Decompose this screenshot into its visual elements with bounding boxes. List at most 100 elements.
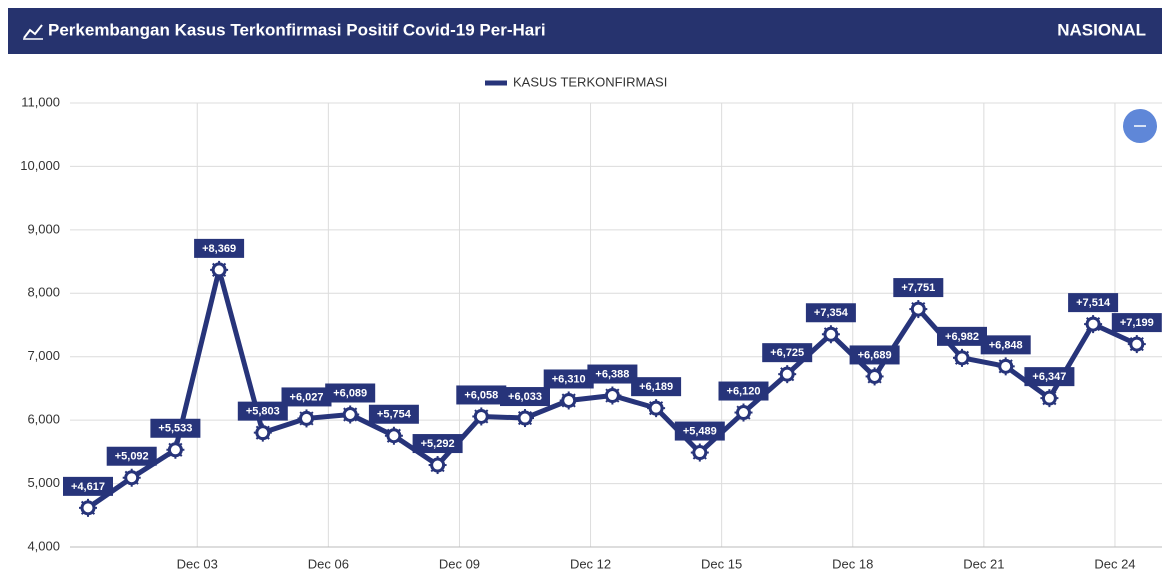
marker [559,391,578,410]
marker [210,260,229,279]
value-label: +5,292 [421,438,455,450]
marker-body [299,410,314,426]
value-label: +6,027 [290,391,324,403]
x-tick-label: Dec 18 [832,556,873,571]
value-label: +6,725 [770,347,804,359]
y-tick-label: 10,000 [20,158,60,173]
value-label-box [281,387,332,407]
marker [996,357,1015,376]
value-label: +7,514 [1076,297,1111,309]
value-label: +6,347 [1032,371,1066,383]
marker-body [342,406,358,422]
value-label-box [412,434,463,454]
marker [516,409,534,428]
value-label-box [194,238,245,258]
marker-body [80,500,96,516]
marker [690,443,709,462]
marker-body [692,445,708,461]
marker-body [386,428,402,444]
value-label: +5,533 [158,423,192,435]
value-label-box [762,343,813,363]
value-label-box [893,278,944,298]
value-label: +6,189 [639,381,673,393]
y-tick-label: 9,000 [27,221,60,236]
marker-body [998,358,1014,374]
marker-body [823,326,839,342]
marker [341,405,360,424]
marker-body [167,442,183,458]
value-label-box [1068,293,1119,313]
marker [821,325,840,344]
value-label-box [150,418,201,438]
marker-body [473,408,489,424]
header-icon [23,24,43,39]
value-label: +6,120 [727,385,761,397]
value-label: +5,092 [115,451,149,463]
value-label-box [587,364,638,384]
value-label-box [937,326,987,346]
value-label-box [1024,367,1075,387]
y-tick-label: 6,000 [27,412,60,427]
marker-body [604,388,620,404]
x-tick-label: Dec 15 [701,556,742,571]
y-tick-label: 4,000 [27,538,60,553]
value-label: +6,310 [552,373,586,385]
value-label: +6,388 [595,368,629,380]
marker [1084,315,1103,334]
value-label-box [106,446,157,466]
marker-body [736,405,751,421]
value-label: +6,982 [945,331,979,343]
marker [778,365,797,384]
value-label-box [63,476,113,496]
header-bar [8,8,1162,54]
x-tick-label: Dec 03 [177,556,218,571]
marker-body [910,301,926,317]
value-label: +6,058 [464,389,498,401]
marker-body [867,368,883,384]
x-tick-label: Dec 09 [439,556,480,571]
marker-body [517,410,533,426]
marker [1127,335,1146,354]
value-label: +8,369 [202,243,236,255]
header-scope: NASIONAL [1057,20,1146,39]
marker-body [561,392,577,408]
x-tick-label: Dec 12 [570,556,611,571]
marker-body [1085,316,1101,332]
marker-body [1129,336,1145,352]
legend-label: KASUS TERKONFIRMASI [513,74,667,89]
value-label-box [849,345,900,365]
header-title: Perkembangan Kasus Terkonfirmasi Positif… [48,20,546,39]
marker [122,468,141,487]
marker-body [954,350,970,366]
value-label: +6,689 [858,349,892,361]
value-label: +6,848 [989,339,1023,351]
x-tick-label: Dec 24 [1094,556,1135,571]
value-label-box [543,369,594,389]
value-label: +7,751 [901,282,935,294]
value-label: +5,489 [683,425,717,437]
y-tick-label: 7,000 [27,348,60,363]
marker [253,423,272,442]
value-label-box [500,387,550,407]
marker-body [255,425,271,441]
marker [865,367,884,386]
marker [428,456,447,475]
value-label-box [368,404,419,424]
marker [472,407,491,426]
value-label: +5,803 [246,406,280,418]
value-label-box [674,421,725,441]
value-label: +7,354 [814,307,849,319]
x-tick-label: Dec 06 [308,556,349,571]
value-label-box [631,377,682,397]
value-label: +4,617 [71,481,105,493]
value-label-box [456,385,507,405]
marker-body [779,366,795,382]
marker [603,386,622,405]
y-tick-label: 8,000 [27,285,60,300]
marker [647,399,666,418]
x-tick-label: Dec 21 [963,556,1004,571]
value-label-box [1111,313,1162,333]
value-label-box [325,383,376,403]
marker-body [124,470,140,486]
